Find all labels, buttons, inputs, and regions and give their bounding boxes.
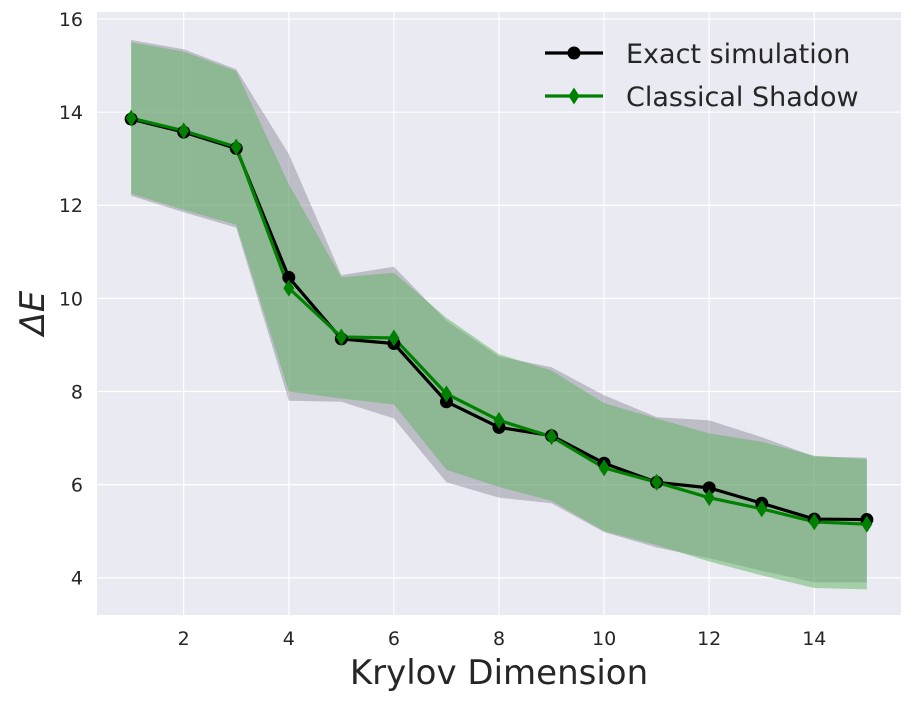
legend: Exact simulation Classical Shadow xyxy=(545,39,859,113)
y-tick-label: 16 xyxy=(59,9,83,31)
data-point-shadow xyxy=(388,329,400,347)
x-tick-label: 2 xyxy=(178,628,190,650)
legend-label: Classical Shadow xyxy=(626,82,859,113)
data-point-shadow xyxy=(703,489,715,507)
legend-label: Exact simulation xyxy=(626,39,850,70)
y-tick-label: 4 xyxy=(71,568,83,590)
x-tick-label: 12 xyxy=(697,628,721,650)
x-tick-labels: 2 4 6 8 10 12 14 xyxy=(178,628,827,650)
y-tick-label: 10 xyxy=(59,288,83,310)
series-markers xyxy=(124,109,874,533)
y-tick-label: 14 xyxy=(59,102,83,124)
data-point-shadow xyxy=(178,122,190,140)
x-tick-label: 10 xyxy=(592,628,616,650)
data-point-shadow xyxy=(546,428,558,446)
y-tick-label: 12 xyxy=(59,195,83,217)
x-tick-label: 8 xyxy=(493,628,505,650)
legend-marker xyxy=(567,46,581,60)
data-point-exact xyxy=(702,481,716,495)
data-point-shadow xyxy=(651,473,663,491)
x-axis-label: Krylov Dimension xyxy=(350,653,648,693)
data-point-shadow xyxy=(335,328,347,346)
y-tick-label: 6 xyxy=(71,475,83,497)
legend-marker xyxy=(568,87,580,105)
x-tick-label: 14 xyxy=(802,628,826,650)
data-point-shadow xyxy=(808,513,820,531)
data-point-shadow xyxy=(283,279,295,297)
y-tick-labels: 4 6 8 10 12 14 16 xyxy=(59,9,83,590)
data-point-exact xyxy=(282,270,296,284)
band-shadow xyxy=(131,42,867,590)
data-point-shadow xyxy=(440,385,452,403)
x-tick-label: 6 xyxy=(388,628,400,650)
data-point-shadow xyxy=(756,500,768,518)
y-axis-label: ΔE xyxy=(13,290,53,338)
x-tick-label: 4 xyxy=(283,628,295,650)
data-point-shadow xyxy=(598,459,610,477)
data-point-shadow xyxy=(125,109,137,127)
data-point-shadow xyxy=(493,411,505,429)
data-point-shadow xyxy=(230,138,242,156)
y-tick-label: 8 xyxy=(71,381,83,403)
confidence-bands xyxy=(131,39,867,590)
data-point-shadow xyxy=(861,515,873,533)
